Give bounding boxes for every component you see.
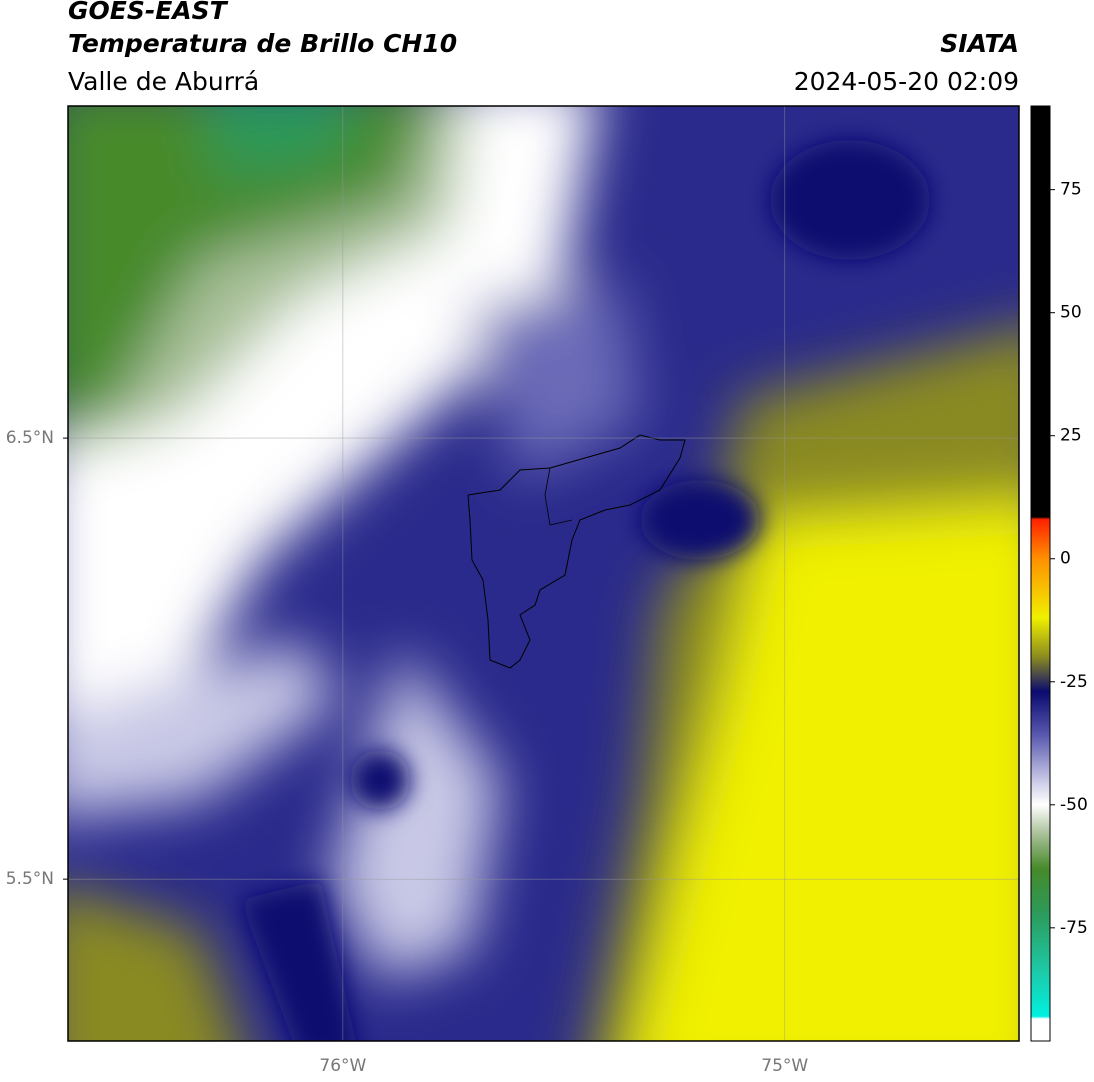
colorbar-tick-label: -75 [1060, 918, 1088, 938]
datetime: 2024-05-20 02:09 [794, 67, 1019, 96]
satellite: GOES-EAST [68, 0, 229, 25]
region: Valle de Aburrá [68, 67, 259, 96]
valle-outline [467, 434, 686, 669]
y-tick-label: 5.5°N [6, 869, 54, 889]
colorbar-tick-label: -50 [1060, 795, 1088, 815]
municipal-borders [544, 467, 573, 526]
x-tick-label: 75°W [761, 1056, 808, 1076]
colorbar-tick-label: 50 [1060, 303, 1082, 323]
colorbar [1030, 105, 1051, 1042]
agency: SIATA [940, 29, 1019, 58]
product: Temperatura de Brillo CH10 [68, 29, 457, 58]
colorbar-tick-label: 25 [1060, 426, 1082, 446]
colorbar-tick-label: 0 [1060, 549, 1071, 569]
y-tick-label: 6.5°N [6, 428, 54, 448]
brightness-field [68, 106, 1019, 1041]
map-frame [67, 105, 1020, 1042]
colorbar-tick-label: 75 [1060, 180, 1082, 200]
x-tick-label: 76°W [319, 1056, 366, 1076]
colorbar-tick-label: -25 [1060, 672, 1088, 692]
